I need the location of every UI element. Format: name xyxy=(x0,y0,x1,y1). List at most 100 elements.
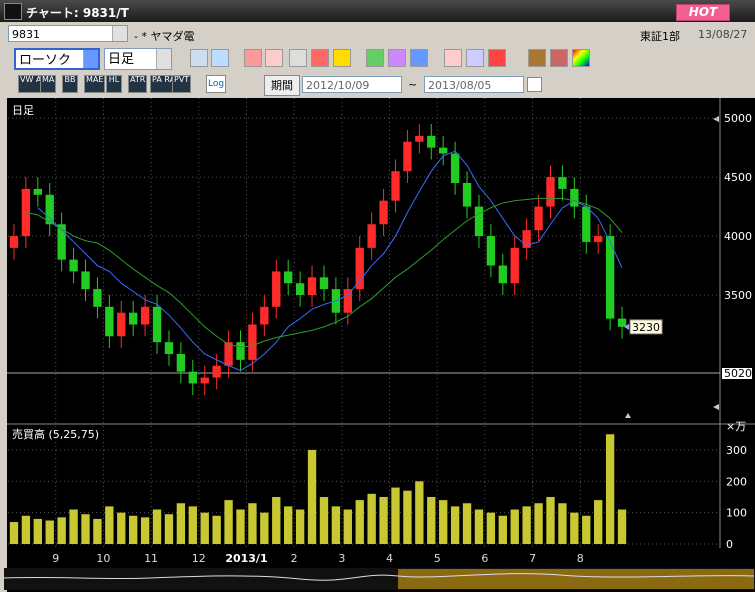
volume-bar xyxy=(522,506,530,544)
indicator-button[interactable]: PVT xyxy=(172,75,191,93)
candle-body xyxy=(272,271,280,306)
candle-body xyxy=(236,342,244,360)
dropdown-button[interactable] xyxy=(83,50,98,68)
tool-icon[interactable] xyxy=(265,49,283,67)
candle-body xyxy=(260,307,268,325)
indicator-button[interactable]: MAE xyxy=(84,75,105,93)
tool-icon[interactable] xyxy=(466,49,484,67)
period-select[interactable]: 日足 xyxy=(104,48,172,70)
candle-body xyxy=(34,189,42,195)
candle-body xyxy=(105,307,113,336)
color-icon[interactable] xyxy=(572,49,590,67)
tool-icon[interactable] xyxy=(289,49,307,67)
candle-body xyxy=(344,289,352,313)
volume-bar xyxy=(105,506,113,544)
volume-bar xyxy=(296,510,304,544)
volume-bar xyxy=(451,506,459,544)
volume-bar xyxy=(308,450,316,544)
alert-icon[interactable] xyxy=(333,49,351,67)
indicator-button[interactable]: ATR xyxy=(128,75,147,93)
candle-body xyxy=(618,319,626,327)
candle-body xyxy=(427,136,435,148)
start-date-input[interactable]: 2012/10/09 xyxy=(302,76,402,93)
candle-body xyxy=(224,342,232,366)
candle-body xyxy=(93,289,101,307)
volume-bar xyxy=(153,510,161,544)
end-date-input[interactable]: 2013/08/05 xyxy=(424,76,524,93)
volume-bar xyxy=(10,522,18,544)
volume-bar xyxy=(81,514,89,544)
candle-body xyxy=(320,277,328,289)
date: 13/08/27 xyxy=(698,28,747,41)
candle-body xyxy=(403,142,411,171)
indicator-button[interactable]: BB xyxy=(62,75,78,93)
chart-style: ローソク xyxy=(19,53,71,68)
symbol-input[interactable]: 9831 xyxy=(8,25,128,42)
candle-body xyxy=(511,248,519,283)
tool-icon[interactable] xyxy=(488,49,506,67)
y-tick-label: 100 xyxy=(726,507,747,520)
window-icon[interactable] xyxy=(211,49,229,67)
pen-icon[interactable] xyxy=(366,49,384,67)
indicator-button[interactable]: MA xyxy=(40,75,56,93)
candle-body xyxy=(284,271,292,283)
tool-icon[interactable] xyxy=(528,49,546,67)
candle-body xyxy=(153,307,161,342)
candle-body xyxy=(487,236,495,265)
panel-label: 日足 xyxy=(12,104,34,117)
volume-bar xyxy=(403,491,411,544)
x-tick-label: 6 xyxy=(481,552,488,565)
volume-bar xyxy=(272,497,280,544)
x-tick-label: 2013/1 xyxy=(225,552,267,565)
volume-bar xyxy=(487,513,495,544)
checkbox[interactable] xyxy=(527,77,542,92)
navigator-selection[interactable] xyxy=(398,569,754,589)
volume-bar xyxy=(284,506,292,544)
candle-body xyxy=(296,283,304,295)
volume-bar xyxy=(189,506,197,544)
x-tick-label: 11 xyxy=(144,552,158,565)
tool-icon[interactable] xyxy=(388,49,406,67)
dropdown-button[interactable] xyxy=(112,26,127,41)
chart-style-select[interactable]: ローソク xyxy=(14,48,100,70)
tool-icon[interactable] xyxy=(410,49,428,67)
volume-bar xyxy=(57,517,65,544)
candle-body xyxy=(69,260,77,272)
dropdown-button[interactable] xyxy=(156,49,171,69)
volume-bar xyxy=(463,503,471,544)
volume-bar xyxy=(415,481,423,544)
volume-bar xyxy=(177,503,185,544)
tool-icon[interactable] xyxy=(244,49,262,67)
zoom-icon[interactable] xyxy=(190,49,208,67)
x-tick-label: 2 xyxy=(291,552,298,565)
x-tick-label: 10 xyxy=(96,552,110,565)
volume-bar xyxy=(582,516,590,544)
volume-bar xyxy=(224,500,232,544)
tool-icon[interactable] xyxy=(550,49,568,67)
candle-body xyxy=(248,324,256,359)
y-tick-label: 0 xyxy=(726,538,733,551)
candle-body xyxy=(308,277,316,295)
candle-body xyxy=(165,342,173,354)
hot-button[interactable]: HOT xyxy=(676,4,730,21)
candle-body xyxy=(189,372,197,384)
indicator-button[interactable]: Log xyxy=(206,75,226,93)
period-type: 日足 xyxy=(108,52,134,67)
x-tick-label: 3 xyxy=(338,552,345,565)
volume-bar xyxy=(546,497,554,544)
tool-icon[interactable] xyxy=(444,49,462,67)
toolbar-row-3: 期間 2012/10/09 ~ 2013/08/05 VW APMABBMAEH… xyxy=(0,72,755,98)
volume-bar xyxy=(117,513,125,544)
range-button[interactable]: 期間 xyxy=(264,75,300,96)
indicator-button[interactable]: HL xyxy=(106,75,122,93)
tool-icon[interactable] xyxy=(311,49,329,67)
volume-bar xyxy=(236,510,244,544)
volume-bar xyxy=(606,434,614,544)
panel-label: 売買高 (5,25,75) xyxy=(12,427,99,441)
volume-bar xyxy=(332,506,340,544)
x-tick-label: 5 xyxy=(434,552,441,565)
volume-bar xyxy=(34,519,42,544)
x-tick-label: 9 xyxy=(52,552,59,565)
volume-bar xyxy=(391,488,399,544)
